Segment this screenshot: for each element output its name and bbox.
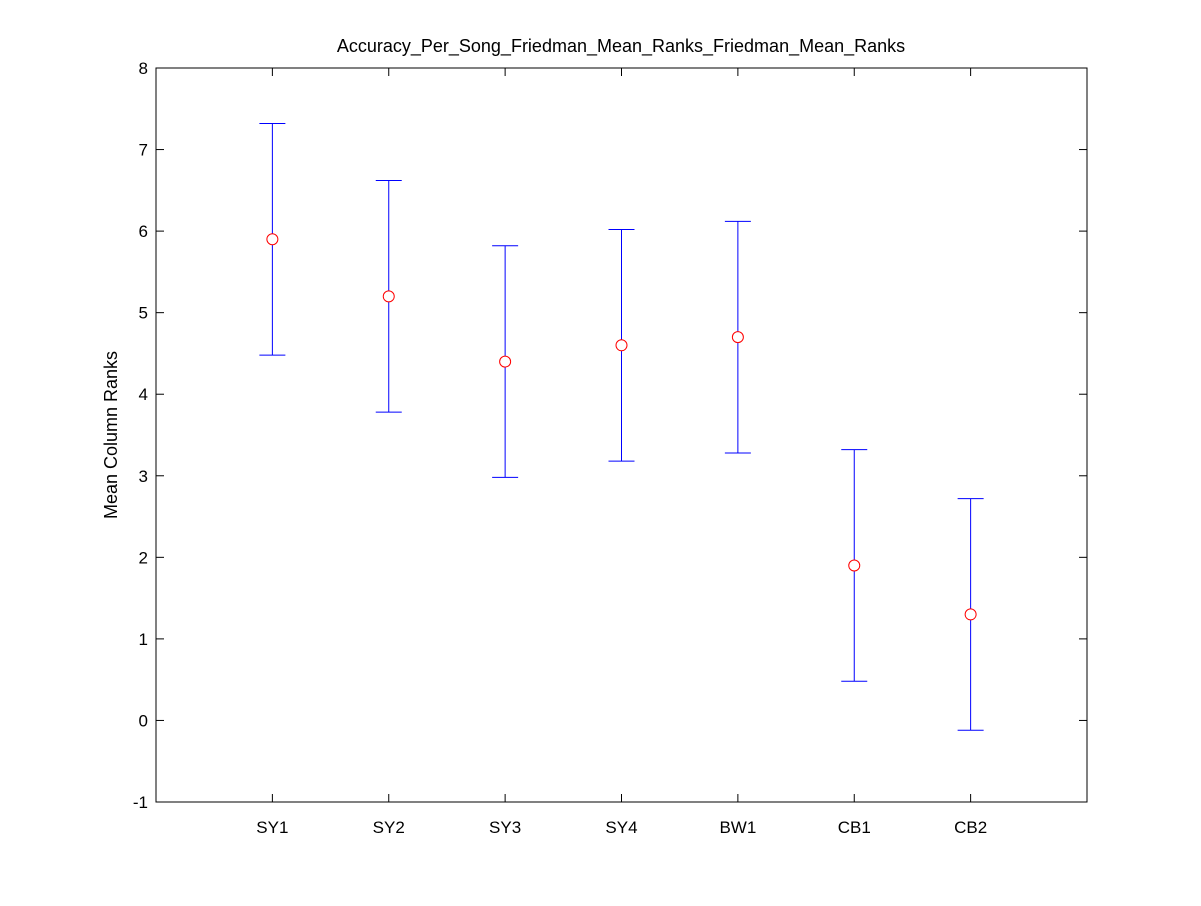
y-axis-label: Mean Column Ranks: [101, 351, 121, 519]
mean-marker: [731, 331, 744, 344]
y-tick-label: 0: [139, 711, 148, 730]
x-tick-label: CB1: [838, 818, 871, 837]
mean-marker: [848, 559, 861, 572]
x-tick-label: SY2: [373, 818, 405, 837]
y-tick-label: 2: [139, 548, 148, 567]
mean-marker: [499, 355, 512, 368]
x-tick-label: CB2: [954, 818, 987, 837]
y-tick-label: 1: [139, 630, 148, 649]
chart-marks: -1 0 1 2 3 4 5 6 7 8 SY1 SY2 SY3 SY4 BW1 CB1 CB2: [133, 59, 1087, 837]
y-tick-label: 6: [139, 222, 148, 241]
mean-marker: [266, 233, 279, 246]
y-tick-label: 8: [139, 59, 148, 78]
y-tick-label: 7: [139, 141, 148, 160]
mean-marker: [964, 608, 977, 621]
x-tick-label: SY3: [489, 818, 521, 837]
y-tick-label: 4: [139, 385, 148, 404]
x-tick-label: SY1: [256, 818, 288, 837]
y-tick-label: 5: [139, 304, 148, 323]
chart-title: Accuracy_Per_Song_Friedman_Mean_Ranks_Fr…: [337, 36, 905, 57]
y-tick-label: -1: [133, 793, 148, 812]
mean-marker: [382, 290, 395, 303]
x-tick-label: SY4: [605, 818, 637, 837]
mean-marker: [615, 339, 628, 352]
x-tick-label: BW1: [719, 818, 756, 837]
y-tick-label: 3: [139, 467, 148, 486]
